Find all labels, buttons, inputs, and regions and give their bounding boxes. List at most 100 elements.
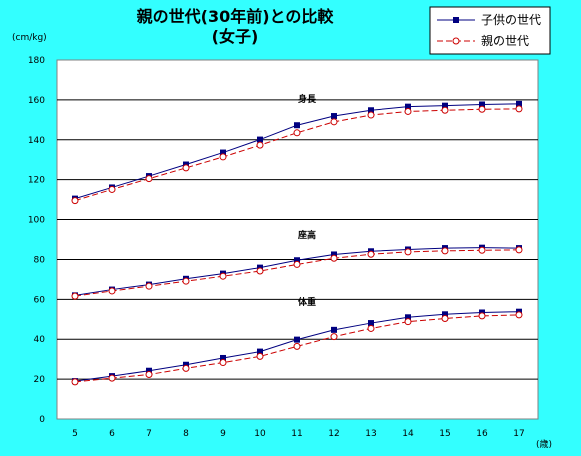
data-point: [367, 250, 375, 258]
series-annotation: 座高: [297, 229, 316, 241]
data-point: [478, 246, 486, 254]
x-tick-label: 11: [291, 429, 302, 439]
data-point: [478, 105, 486, 113]
data-point: [220, 149, 226, 156]
plot-area: [56, 59, 539, 420]
x-tick-label: 12: [328, 429, 339, 439]
data-point: [404, 107, 412, 115]
data-point: [515, 105, 523, 113]
data-point: [516, 100, 522, 107]
chart-title: 親の世代(30年前)との比較: [137, 7, 335, 26]
data-point: [368, 320, 374, 327]
data-point: [71, 292, 79, 300]
data-point: [441, 314, 449, 322]
data-point: [515, 246, 523, 254]
legend-label: 子供の世代: [481, 13, 541, 27]
data-point: [294, 336, 300, 343]
y-axis-unit-label: (cm/kg): [12, 33, 47, 43]
data-point: [294, 257, 300, 264]
data-point: [71, 197, 79, 205]
x-axis-unit-label: (歳): [536, 438, 552, 450]
data-point: [108, 287, 116, 295]
y-tick-label: 60: [34, 295, 46, 305]
data-point: [257, 136, 263, 143]
data-point: [405, 103, 411, 110]
data-point: [145, 175, 153, 183]
x-tick-label: 6: [109, 429, 115, 439]
data-point: [479, 101, 485, 108]
data-point: [294, 122, 300, 129]
data-point: [256, 267, 264, 275]
data-point: [330, 254, 338, 262]
y-tick-label: 160: [28, 96, 45, 106]
data-point: [183, 361, 189, 368]
data-point: [515, 311, 523, 319]
y-tick-label: 0: [39, 415, 45, 425]
x-tick-label: 8: [183, 429, 189, 439]
data-point: [182, 164, 190, 172]
data-point: [331, 113, 337, 120]
data-point: [404, 318, 412, 326]
data-markers: [71, 100, 523, 386]
data-point: [404, 248, 412, 256]
y-tick-label: 140: [28, 136, 45, 146]
data-point: [108, 374, 116, 382]
data-point: [441, 106, 449, 114]
data-point: [405, 314, 411, 321]
data-point: [108, 185, 116, 193]
x-tick-label: 17: [513, 429, 524, 439]
y-tick-label: 100: [28, 216, 45, 226]
y-tick-label: 180: [28, 56, 45, 66]
data-point: [256, 141, 264, 149]
series-annotation: 体重: [298, 296, 316, 308]
data-point: [441, 247, 449, 255]
data-point: [182, 364, 190, 372]
data-point: [367, 324, 375, 332]
data-point: [145, 371, 153, 379]
data-point: [71, 378, 79, 386]
y-tick-label: 120: [28, 176, 45, 186]
y-tick-label: 40: [34, 335, 46, 345]
x-tick-label: 16: [476, 429, 488, 439]
gridlines: [57, 99, 538, 380]
chart-subtitle: (女子): [212, 27, 259, 46]
data-point: [368, 107, 374, 114]
x-tick-label: 13: [365, 429, 376, 439]
data-point: [219, 359, 227, 367]
data-point: [330, 333, 338, 341]
axes: 0 20 40 60 80 100 120 140 160 180 5 6 7 8 9 10 11 12 13 14 1…: [28, 56, 525, 439]
y-tick-label: 20: [34, 375, 46, 385]
data-point: [293, 129, 301, 137]
data-point: [293, 260, 301, 268]
legend-marker: [453, 17, 459, 23]
data-point: [367, 111, 375, 119]
data-point: [330, 118, 338, 126]
data-point: [219, 272, 227, 280]
data-point: [331, 251, 337, 258]
data-point: [331, 326, 337, 333]
data-point: [442, 311, 448, 318]
x-tick-label: 5: [72, 429, 78, 439]
x-tick-label: 14: [402, 429, 414, 439]
data-point: [219, 153, 227, 161]
data-point: [293, 342, 301, 350]
data-point: [256, 352, 264, 360]
x-tick-label: 9: [220, 429, 226, 439]
legend-label: 親の世代: [481, 34, 529, 48]
data-point: [145, 282, 153, 290]
data-point: [146, 367, 152, 374]
data-point: [182, 277, 190, 285]
data-point: [220, 354, 226, 361]
series-annotation: 身長: [298, 93, 317, 105]
data-point: [442, 102, 448, 109]
legend-box: [429, 6, 551, 55]
x-tick-label: 10: [254, 429, 266, 439]
data-point: [478, 312, 486, 320]
y-tick-label: 80: [34, 255, 46, 265]
x-tick-label: 15: [439, 429, 450, 439]
x-tick-label: 7: [146, 429, 152, 439]
data-point: [257, 348, 263, 355]
